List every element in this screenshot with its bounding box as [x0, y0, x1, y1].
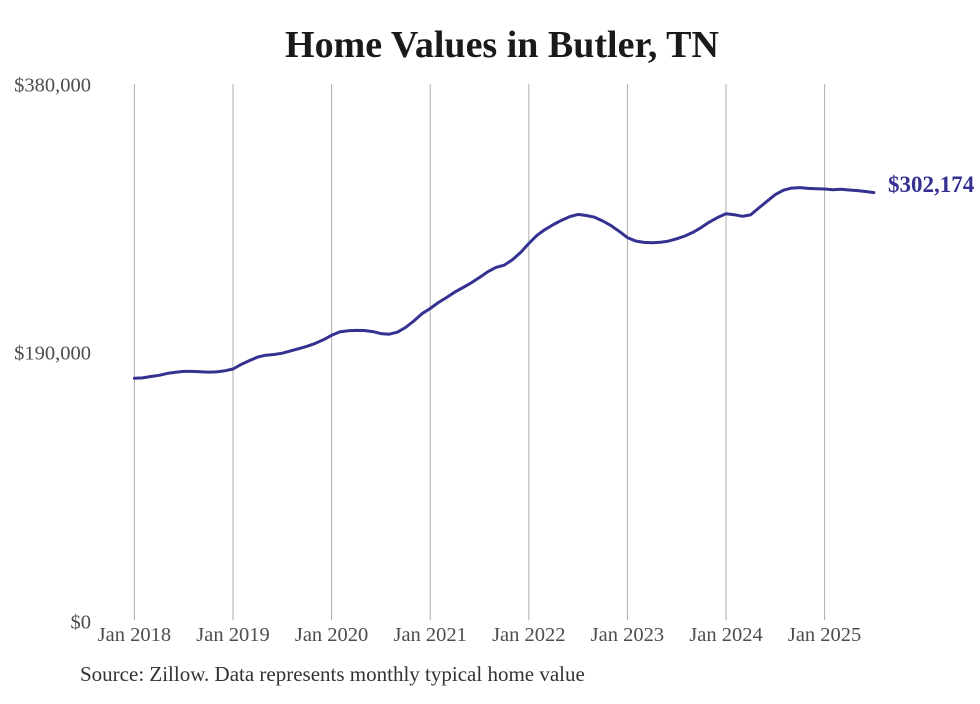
svg-text:Jan 2018: Jan 2018: [98, 624, 171, 646]
svg-text:$302,174: $302,174: [888, 172, 975, 197]
svg-text:Jan 2024: Jan 2024: [689, 624, 762, 646]
svg-text:Jan 2023: Jan 2023: [591, 624, 664, 646]
svg-text:Jan 2025: Jan 2025: [788, 624, 861, 646]
svg-text:Jan 2019: Jan 2019: [196, 624, 269, 646]
svg-text:$380,000: $380,000: [14, 74, 91, 96]
svg-text:$0: $0: [71, 611, 92, 633]
svg-text:Home Values in Butler, TN: Home Values in Butler, TN: [285, 24, 719, 66]
svg-text:Jan 2020: Jan 2020: [295, 624, 368, 646]
svg-text:Source: Zillow. Data represent: Source: Zillow. Data represents monthly …: [80, 662, 585, 686]
svg-text:$190,000: $190,000: [14, 342, 91, 364]
svg-text:Jan 2021: Jan 2021: [393, 624, 466, 646]
svg-text:Jan 2022: Jan 2022: [492, 624, 565, 646]
